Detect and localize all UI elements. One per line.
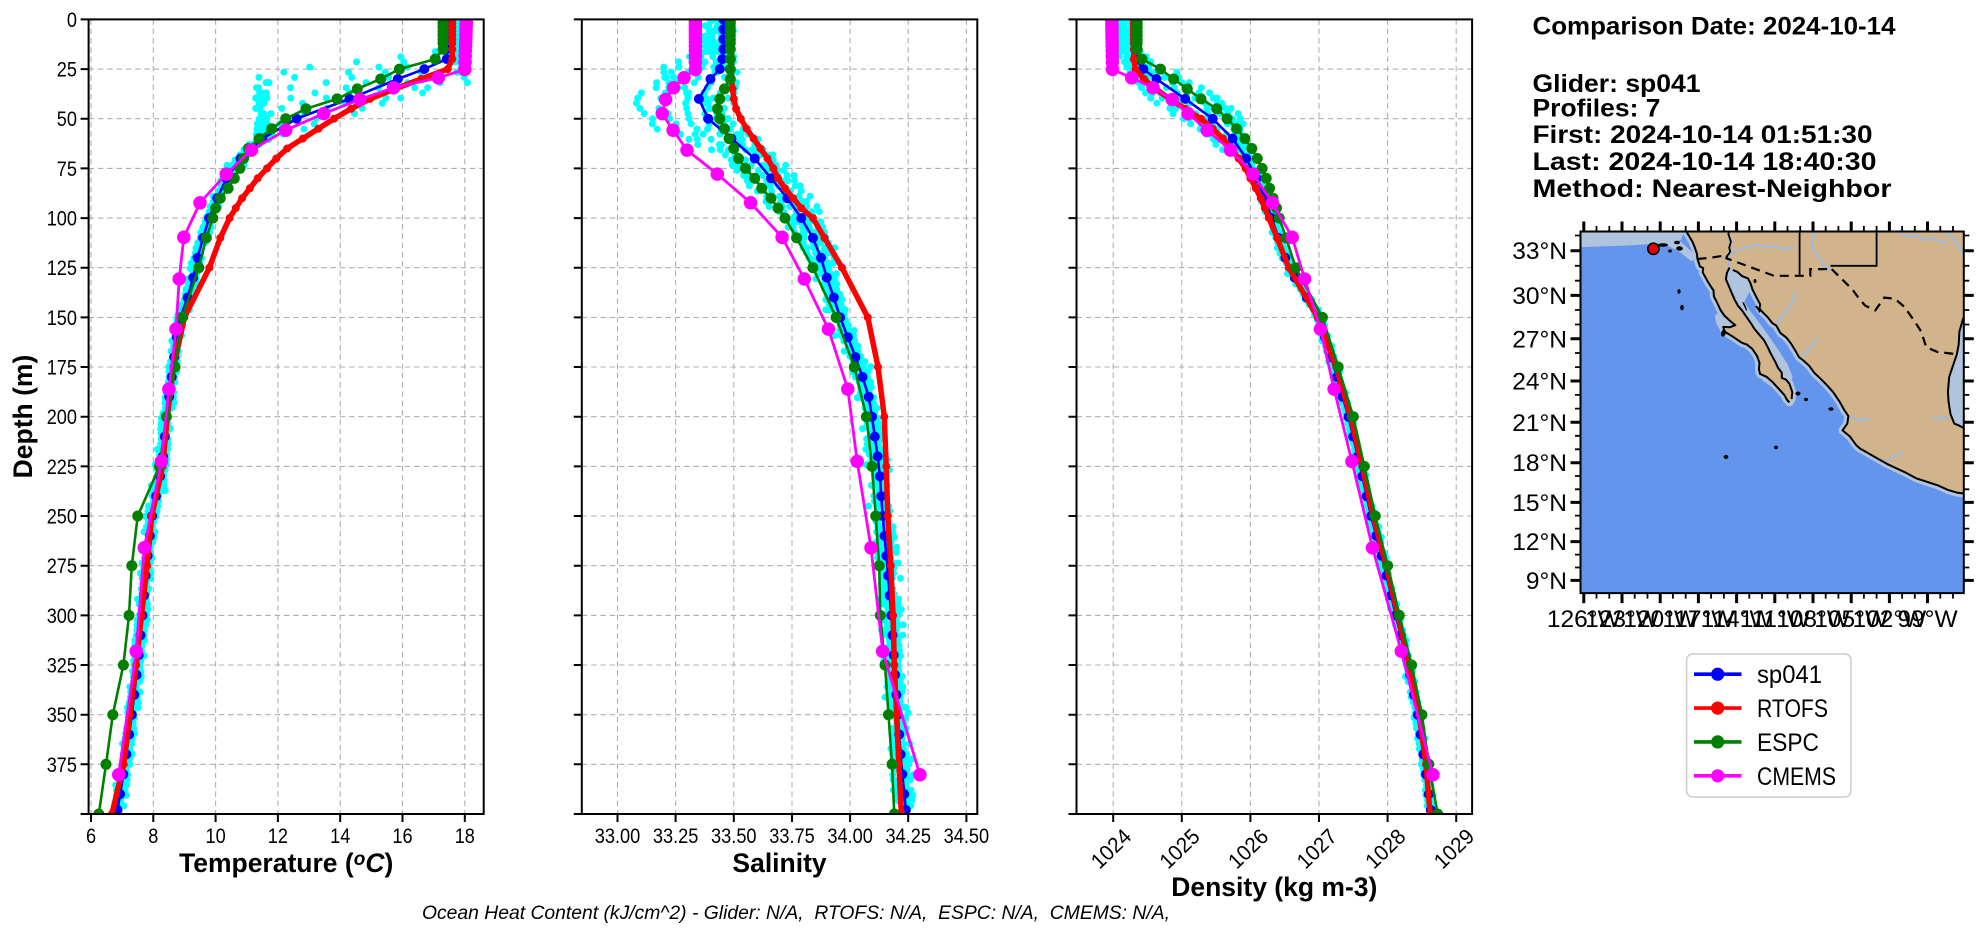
- svg-text:Glider: sp041: Glider: sp041: [1533, 70, 1701, 98]
- svg-text:Method: Nearest-Neighbor: Method: Nearest-Neighbor: [1533, 175, 1892, 203]
- svg-text:Salinity: Salinity: [732, 848, 827, 878]
- svg-text:34.00: 34.00: [827, 824, 873, 848]
- svg-text:300: 300: [47, 604, 77, 628]
- svg-text:175: 175: [47, 356, 77, 380]
- svg-text:30°N: 30°N: [1512, 283, 1567, 310]
- svg-text:123°W: 123°W: [1585, 606, 1660, 633]
- svg-text:34.25: 34.25: [885, 824, 931, 848]
- svg-text:sp041: sp041: [1757, 661, 1822, 689]
- svg-text:108°W: 108°W: [1776, 606, 1851, 633]
- svg-text:33.25: 33.25: [653, 824, 699, 848]
- svg-text:102°W: 102°W: [1852, 606, 1927, 633]
- svg-text:Depth (m): Depth (m): [8, 355, 38, 479]
- svg-text:CMEMS: CMEMS: [1757, 763, 1836, 791]
- svg-text:Profiles: 7: Profiles: 7: [1533, 94, 1661, 122]
- svg-text:100: 100: [47, 207, 77, 231]
- svg-text:9°N: 9°N: [1526, 568, 1567, 595]
- svg-text:0: 0: [67, 8, 77, 32]
- svg-text:117°W: 117°W: [1662, 606, 1735, 633]
- svg-text:114°W: 114°W: [1701, 606, 1774, 633]
- svg-text:50: 50: [57, 107, 77, 131]
- svg-text:125: 125: [47, 256, 77, 280]
- svg-text:150: 150: [47, 306, 77, 330]
- svg-text:27°N: 27°N: [1512, 326, 1567, 353]
- svg-text:275: 275: [47, 554, 77, 578]
- svg-text:25: 25: [57, 58, 77, 82]
- svg-text:111°W: 111°W: [1740, 606, 1811, 633]
- svg-text:6: 6: [86, 824, 96, 848]
- svg-text:21°N: 21°N: [1512, 410, 1567, 437]
- svg-text:14: 14: [330, 824, 350, 848]
- svg-text:RTOFS: RTOFS: [1757, 695, 1828, 723]
- svg-text:12°N: 12°N: [1512, 529, 1567, 556]
- svg-text:120°W: 120°W: [1623, 606, 1698, 633]
- svg-text:375: 375: [47, 753, 77, 777]
- svg-text:12: 12: [268, 824, 288, 848]
- svg-text:105°W: 105°W: [1814, 606, 1889, 633]
- svg-text:34.50: 34.50: [944, 824, 990, 848]
- svg-text:18°N: 18°N: [1512, 450, 1567, 477]
- svg-text:Ocean Heat Content (kJ/cm^2) -: Ocean Heat Content (kJ/cm^2) - Glider: N…: [422, 902, 1170, 924]
- svg-text:33.75: 33.75: [769, 824, 815, 848]
- svg-text:126°W: 126°W: [1547, 606, 1622, 633]
- svg-text:ESPC: ESPC: [1757, 729, 1819, 757]
- svg-text:Comparison Date: 2024-10-14: Comparison Date: 2024-10-14: [1533, 13, 1896, 41]
- svg-text:33.50: 33.50: [711, 824, 757, 848]
- svg-text:24°N: 24°N: [1512, 369, 1567, 396]
- svg-text:10: 10: [206, 824, 226, 848]
- svg-text:18: 18: [455, 824, 475, 848]
- svg-text:Last: 2024-10-14 18:40:30: Last: 2024-10-14 18:40:30: [1533, 148, 1877, 176]
- svg-text:16: 16: [392, 824, 412, 848]
- svg-text:99°W: 99°W: [1897, 606, 1958, 633]
- svg-text:Density (kg m-3): Density (kg m-3): [1171, 872, 1377, 902]
- svg-text:325: 325: [47, 654, 77, 678]
- svg-text:33°N: 33°N: [1512, 238, 1567, 265]
- svg-text:First: 2024-10-14 01:51:30: First: 2024-10-14 01:51:30: [1533, 121, 1873, 149]
- svg-text:225: 225: [47, 455, 77, 479]
- svg-text:250: 250: [47, 505, 77, 529]
- svg-text:8: 8: [148, 824, 158, 848]
- svg-text:33.00: 33.00: [595, 824, 641, 848]
- svg-text:15°N: 15°N: [1512, 490, 1567, 517]
- svg-text:75: 75: [57, 157, 77, 181]
- svg-text:200: 200: [47, 405, 77, 429]
- svg-text:350: 350: [47, 703, 77, 727]
